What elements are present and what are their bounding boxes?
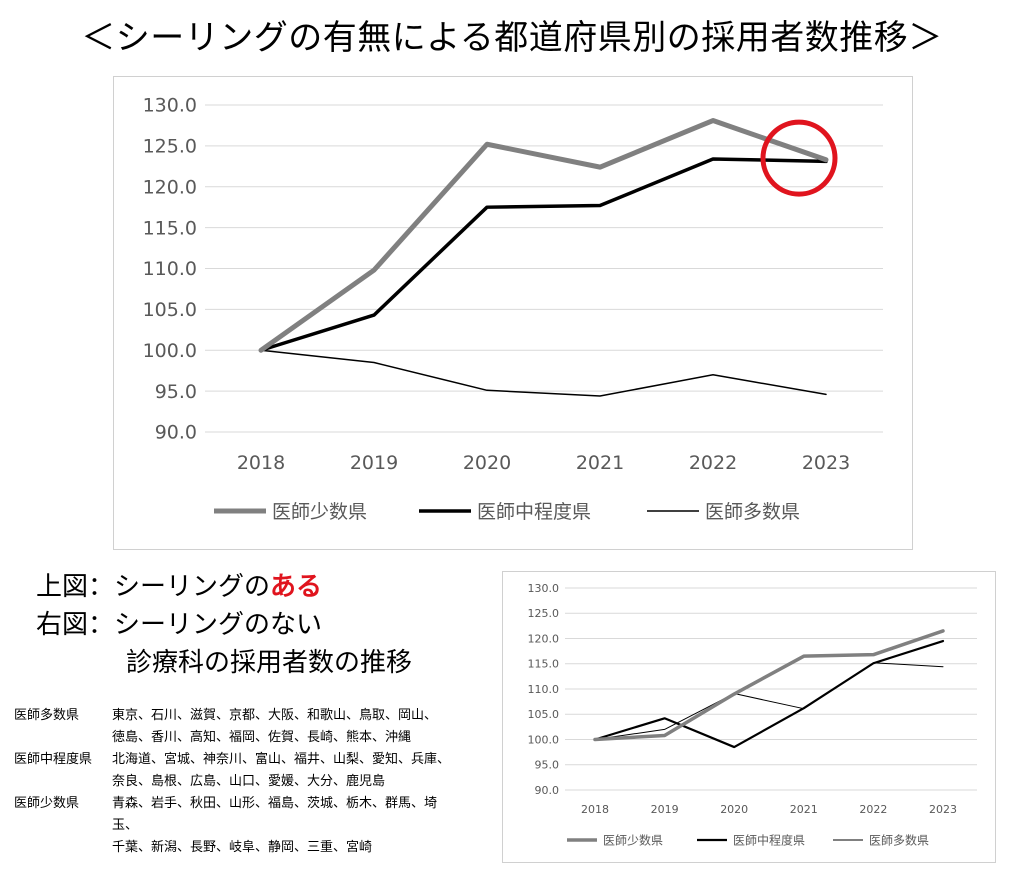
prefecture-line: 徳島、香川、高知、福岡、佐賀、長崎、熊本、沖縄 [112,730,412,745]
y-tick-label: 105.0 [528,708,560,721]
legend-label: 医師多数県 [869,832,929,847]
y-tick-label: 105.0 [143,299,197,321]
prefecture-line: 千葉、新潟、長野、岐阜、静岡、三重、宮崎 [112,840,373,855]
x-tick-label: 2019 [350,452,398,474]
prefecture-group-many: 医師多数県 東京、石川、滋賀、京都、大阪、和歌山、鳥取、岡山、 徳島、香川、高知… [14,705,462,749]
prefecture-group-label: 医師少数県 [14,796,80,811]
y-tick-label: 95.0 [535,759,560,772]
series-line-1 [593,629,945,742]
prefecture-group-few: 医師少数県 青森、岩手、秋田、山形、福島、茨城、栃木、群馬、埼玉、 千葉、新潟、… [14,793,462,859]
prefecture-line: 東京、石川、滋賀、京都、大阪、和歌山、鳥取、岡山、 [112,708,438,723]
prefecture-group-list: 青森、岩手、秋田、山形、福島、茨城、栃木、群馬、埼玉、 千葉、新潟、長野、岐阜、… [112,793,462,859]
x-tick-label: 2020 [720,803,748,816]
y-tick-label: 125.0 [528,607,560,620]
caption-upper-text: 上図：シーリングの [36,572,271,602]
prefecture-line: 北海道、宮城、神奈川、富山、福井、山梨、愛知、兵庫、 [112,752,451,767]
x-tick-label: 2023 [929,803,957,816]
y-tick-label: 115.0 [528,658,560,671]
caption-right: 右図：シーリングのない [36,610,323,640]
x-tick-label: 2021 [576,452,624,474]
caption-upper: 上図：シーリングのある [36,566,322,603]
page-title: ＜シーリングの有無による都道府県別の採用者数推移＞ [81,18,943,58]
legend-label: 医師多数県 [705,501,800,523]
caption-upper-accent: ある [270,572,323,602]
y-tick-label: 120.0 [143,176,197,198]
legend-label: 医師中程度県 [733,832,805,847]
x-tick-label: 2018 [237,452,285,474]
y-tick-label: 125.0 [143,136,197,158]
x-tick-label: 2018 [581,803,609,816]
prefecture-table: 医師多数県 東京、石川、滋賀、京都、大阪、和歌山、鳥取、岡山、 徳島、香川、高知… [14,705,462,859]
series-line-3 [594,662,944,740]
upper-chart-frame: 130.0 125.0 120.0 115.0 110.0 105.0 100.0 95.0 9… [113,76,913,550]
prefecture-group-label: 医師中程度県 [14,752,93,767]
prefecture-group-list: 北海道、宮城、神奈川、富山、福井、山梨、愛知、兵庫、 奈良、島根、広島、山口、愛… [112,749,462,793]
upper-chart: 130.0 125.0 120.0 115.0 110.0 105.0 100.0 95.0 9… [143,95,883,523]
y-tick-label: 130.0 [528,582,560,595]
y-tick-label: 115.0 [143,217,197,239]
series-line-2 [259,157,828,352]
series-line-1 [258,118,829,353]
x-tick-label: 2022 [859,803,887,816]
prefecture-group-medium: 医師中程度県 北海道、宮城、神奈川、富山、福井、山梨、愛知、兵庫、 奈良、島根、… [14,749,462,793]
y-tick-label: 110.0 [528,683,560,696]
highlight-circle [760,119,838,197]
legend-label: 医師少数県 [272,501,367,523]
y-tick-label: 120.0 [528,632,560,645]
right-chart-frame: 130.0 125.0 120.0 115.0 110.0 105.0 100.0 95.0 9… [502,571,996,863]
y-tick-label: 90.0 [155,422,197,444]
prefecture-group-list: 東京、石川、滋賀、京都、大阪、和歌山、鳥取、岡山、 徳島、香川、高知、福岡、佐賀… [112,705,462,749]
y-tick-label: 110.0 [143,258,197,280]
series-line-3 [260,349,827,397]
y-tick-label: 100.0 [528,733,560,746]
y-tick-label: 95.0 [155,381,197,403]
series-line-2 [593,639,945,749]
right-chart: 130.0 125.0 120.0 115.0 110.0 105.0 100.0 95.0 9… [528,582,977,847]
caption-common: 診療科の採用者数の推移 [126,648,413,678]
x-tick-label: 2023 [802,452,850,474]
x-tick-label: 2022 [689,452,737,474]
prefecture-line: 奈良、島根、広島、山口、愛媛、大分、鹿児島 [112,774,386,789]
y-tick-label: 90.0 [535,784,560,797]
x-tick-label: 2021 [790,803,818,816]
legend-label: 医師少数県 [603,832,663,847]
y-tick-label: 130.0 [143,95,197,117]
prefecture-line: 青森、岩手、秋田、山形、福島、茨城、栃木、群馬、埼玉、 [112,796,438,833]
x-tick-label: 2020 [463,452,511,474]
legend-label: 医師中程度県 [477,501,591,523]
prefecture-group-label: 医師多数県 [14,708,80,723]
x-tick-label: 2019 [651,803,679,816]
y-tick-label: 100.0 [143,340,197,362]
